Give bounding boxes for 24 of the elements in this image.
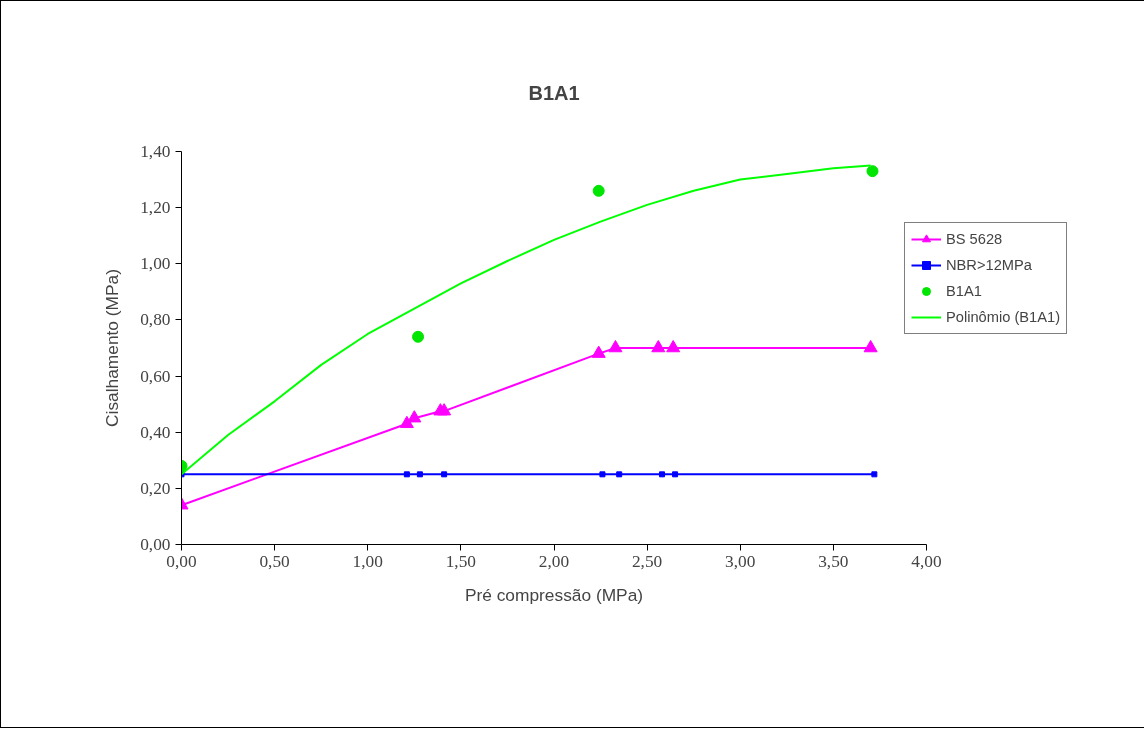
- x-tick-label: 3,00: [725, 551, 756, 571]
- y-tick-label: 1,00: [140, 254, 171, 274]
- y-tick-label: 0,80: [140, 310, 171, 330]
- y-tick-label: 0,60: [140, 366, 171, 386]
- legend-label: B1A1: [946, 283, 982, 299]
- y-tick-label: 1,20: [140, 198, 171, 218]
- y-tick-label: 0,00: [140, 535, 171, 554]
- x-tick-label: 3,50: [818, 551, 849, 571]
- x-tick-label: 1,00: [352, 551, 383, 571]
- x-axis-title: Pré compressão (MPa): [464, 584, 644, 605]
- legend-label: BS 5628: [946, 231, 1003, 247]
- y-tick-label: 1,40: [140, 142, 171, 161]
- y-axis-title: Cisalhamento (MPa): [102, 269, 123, 427]
- legend-label: NBR>12MPa: [946, 257, 1032, 273]
- x-tick-label: 0,00: [166, 551, 197, 571]
- x-tick-label: 4,00: [911, 551, 942, 571]
- x-tick-label: 2,00: [538, 551, 570, 571]
- legend-label: Polinômio (B1A1): [946, 309, 1061, 325]
- x-tick-label: 2,50: [631, 551, 663, 571]
- x-tick-label: 0,50: [259, 551, 290, 571]
- y-tick-label: 0,20: [140, 478, 171, 498]
- x-tick-label: 1,50: [445, 551, 477, 571]
- chart-title: B1A1: [528, 82, 580, 104]
- y-tick-label: 0,40: [140, 422, 171, 442]
